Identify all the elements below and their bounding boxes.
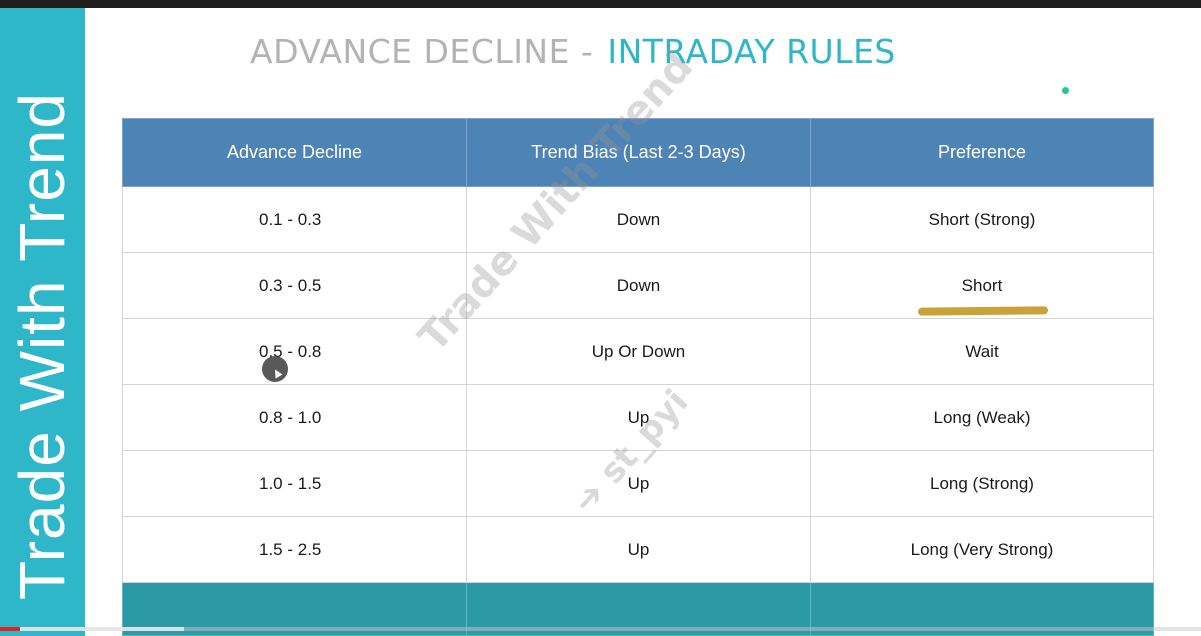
rules-table-container: Advance Decline Trend Bias (Last 2-3 Day… <box>122 118 1154 636</box>
cell-preference: Long (Very Strong) <box>810 516 1154 583</box>
top-bar <box>0 0 1201 8</box>
cell-preference: Wait <box>810 318 1154 385</box>
cell-advance-decline: 0.5 - 0.8 <box>122 318 467 385</box>
highlight-underline <box>917 306 1049 316</box>
table-row: 1.5 - 2.5 Up Long (Very Strong) <box>122 516 1154 583</box>
video-progress-bar[interactable] <box>0 627 20 631</box>
cell-advance-decline: 0.1 - 0.3 <box>122 186 467 253</box>
table-row: 0.1 - 0.3 Down Short (Strong) <box>122 186 1154 253</box>
cell-preference: Long (Strong) <box>810 450 1154 517</box>
cell-advance-decline: 1.5 - 2.5 <box>122 516 467 583</box>
table-row: 1.0 - 1.5 Up Long (Strong) <box>122 450 1154 517</box>
sidebar-brand-text: Trade With Trend <box>6 91 78 600</box>
column-header-advance-decline: Advance Decline <box>122 118 467 187</box>
cell-advance-decline: 1.0 - 1.5 <box>122 450 467 517</box>
column-header-preference: Preference <box>810 118 1154 187</box>
cell-trend-bias: Up <box>466 516 811 583</box>
table-row: 0.5 - 0.8 Up Or Down Wait <box>122 318 1154 385</box>
cell-trend-bias: Down <box>466 252 811 319</box>
rules-table: Advance Decline Trend Bias (Last 2-3 Day… <box>122 118 1154 636</box>
cell-advance-decline: 0.3 - 0.5 <box>122 252 467 319</box>
cell-trend-bias: Down <box>466 186 811 253</box>
page-title-part2: INTRADAY RULES <box>607 32 896 71</box>
cell-preference: Short (Strong) <box>810 186 1154 253</box>
cell-trend-bias: Up Or Down <box>466 318 811 385</box>
table-row: 0.8 - 1.0 Up Long (Weak) <box>122 384 1154 451</box>
table-row: 0.3 - 0.5 Down Short <box>122 252 1154 319</box>
green-dot-marker <box>1062 87 1069 94</box>
column-header-trend-bias: Trend Bias (Last 2-3 Days) <box>466 118 811 187</box>
page-title-part1: ADVANCE DECLINE - <box>250 32 594 71</box>
table-header-row: Advance Decline Trend Bias (Last 2-3 Day… <box>122 118 1154 187</box>
mouse-cursor-indicator <box>262 356 288 382</box>
video-progress-track[interactable] <box>0 627 1201 631</box>
cell-trend-bias: Up <box>466 384 811 451</box>
cell-advance-decline: 0.8 - 1.0 <box>122 384 467 451</box>
cell-preference: Long (Weak) <box>810 384 1154 451</box>
video-buffer-bar <box>0 627 184 631</box>
sidebar-banner <box>0 8 85 636</box>
page-title: ADVANCE DECLINE - INTRADAY RULES <box>250 32 896 71</box>
